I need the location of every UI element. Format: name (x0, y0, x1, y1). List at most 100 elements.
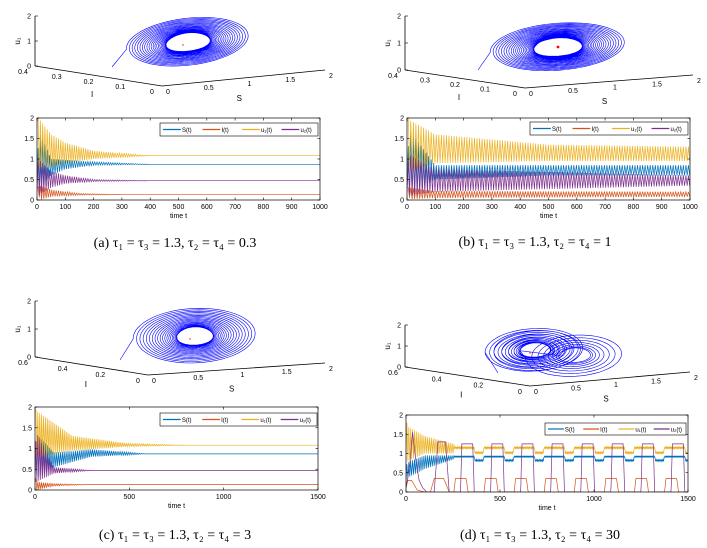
timeseries-a-x-tick-label: 800 (258, 204, 270, 211)
timeseries-d-legend-label-S: S(t) (565, 428, 575, 434)
timeseries-d-y-tick-label: 0.5 (393, 470, 403, 477)
phase-b-s-tick-label: 2 (697, 78, 701, 85)
timeseries-b-x-tick-label: 1000 (682, 204, 698, 211)
phase-a-i-axis (34, 65, 163, 87)
phase-c-s-tick-label: 2 (329, 366, 333, 373)
timeseries-c-legend-label-S: S(t) (182, 418, 192, 424)
timeseries-d-x-tick-label: 1500 (680, 496, 696, 503)
phase-d-equilibrium-point (529, 352, 531, 354)
timeseries-a-y-tick-label: 1.5 (24, 136, 34, 143)
phase-c-s-tick-label: 1.5 (282, 369, 292, 376)
timeseries-b-x-tick-label: 300 (486, 204, 498, 211)
caption-b: (b) τ₁ = τ₃ = 1.3, τ₂ = τ₄ = 1 (458, 235, 612, 250)
timeseries-a-legend-label-u1: u₁(t) (261, 128, 272, 134)
timeseries-a-y-tick-label: 0 (30, 198, 34, 205)
timeseries-a-x-tick-label: 0 (35, 204, 39, 211)
timeseries-c-y-tick-label: 0.5 (22, 467, 32, 474)
timeseries-d-y-tick-label: 1 (399, 451, 403, 458)
timeseries-b-x-tick-label: 700 (599, 204, 611, 211)
phase-a-s-tick-label: 0.5 (204, 85, 214, 92)
phase-b-s-label: S (602, 97, 607, 106)
phase-b-i-tick-label: 0.3 (420, 78, 430, 85)
phase-c-s-tick-label: 1 (241, 372, 245, 379)
phase-c-u1-label: u₁ (13, 325, 22, 332)
phase-a-s-tick-label: 1 (248, 81, 252, 88)
phase-c-equilibrium-point (189, 338, 191, 340)
timeseries-b-legend-label-I: I(t) (591, 127, 598, 133)
timeseries-d-legend-label-I: I(t) (600, 428, 607, 434)
phase-a-i-tick-label: 0.2 (84, 79, 94, 86)
timeseries-c-y-tick-label: 1 (28, 446, 32, 453)
phase-d-s-tick-label: 2 (694, 375, 698, 382)
timeseries-c-x-label: time t (168, 503, 185, 510)
phase-b-u1-tick-label: 1 (397, 41, 401, 48)
timeseries-b-legend-label-u1: u₁(t) (631, 127, 642, 133)
phase-d-i-tick-label: 0.2 (473, 383, 483, 390)
phase-a-s-tick-label: 0 (166, 89, 170, 96)
timeseries-a-x-tick-label: 900 (286, 204, 298, 211)
timeseries-b-x-tick-label: 100 (429, 204, 441, 211)
phase-a-s-tick-label: 1.5 (285, 77, 295, 84)
phase-d-s-label: S (603, 395, 608, 404)
phase-a-s-label: S (237, 94, 242, 103)
phase-d-i-label: I (460, 391, 462, 400)
timeseries-d-x-tick-label: 1000 (586, 496, 602, 503)
timeseries-b-y-tick-label: 0.5 (394, 177, 404, 184)
caption-a: (a) τ₁ = τ₃ = 1.3, τ₂ = τ₄ = 0.3 (93, 236, 257, 251)
timeseries-a-line-I (37, 185, 320, 200)
phase-b-equilibrium-point (556, 45, 560, 49)
phase-d-i-tick-label: 0 (518, 389, 522, 396)
phase-c-s-label: S (229, 385, 234, 394)
phase-a-equilibrium-point (182, 44, 184, 46)
phase-a-i-label: I (91, 90, 93, 99)
phase-b-s-axis (524, 74, 694, 89)
timeseries-a-x-tick-label: 500 (173, 204, 185, 211)
phase-c-i-tick-label: 0 (136, 378, 140, 385)
timeseries-a-y-tick-label: 2 (30, 116, 34, 123)
timeseries-d-line-u2 (406, 432, 688, 492)
timeseries-c-y-tick-label: 2 (28, 405, 32, 412)
phase-b-i-tick-label: 0.2 (450, 82, 460, 89)
phase-d-i-tick-label: 0.6 (388, 370, 398, 377)
phase-b-i-axis (404, 69, 526, 89)
phase-a-s-axis (161, 69, 326, 87)
timeseries-c-line-S (35, 434, 318, 482)
timeseries-b-line-I (407, 187, 690, 200)
timeseries-c-legend-label-u1: u₁(t) (260, 418, 271, 424)
phase-d-s-tick-label: 1.5 (651, 379, 661, 386)
phase-a-s-tick-label: 2 (329, 73, 333, 80)
phase-b-s-tick-label: 1.5 (652, 81, 662, 88)
phase-c-i-tick-label: 0.6 (18, 360, 28, 367)
timeseries-d-y-tick-label: 2 (399, 413, 403, 420)
timeseries-a-line-u2 (37, 160, 320, 196)
timeseries-c-legend-label-u2: u₂(t) (300, 418, 311, 424)
phase-b-s-tick-label: 0.5 (568, 88, 578, 95)
phase-b-i-tick-label: 0 (513, 91, 517, 98)
timeseries-a-x-tick-label: 200 (88, 204, 100, 211)
timeseries-d-legend-box (544, 422, 687, 436)
timeseries-d-legend-label-u2: u₂(t) (671, 428, 682, 434)
phase-d-u1-tick-label: 2 (397, 323, 401, 330)
timeseries-c-y-tick-label: 0 (28, 488, 32, 495)
timeseries-a-legend-box (159, 122, 319, 137)
timeseries-c-x-tick-label: 0 (33, 494, 37, 501)
timeseries-b-x-tick-label: 600 (571, 204, 583, 211)
phase-c-trajectory (119, 307, 256, 364)
timeseries-c-legend-label-I: I(t) (221, 418, 228, 424)
phase-a-i-tick-label: 0.4 (18, 69, 28, 76)
phase-b-i-label: I (458, 93, 460, 102)
phase-a-trajectory (111, 17, 249, 68)
caption-d: (d) τ₁ = τ₃ = 1.3, τ₂ = τ₄ = 30 (460, 528, 620, 543)
timeseries-a-legend-label-I: I(t) (221, 128, 228, 134)
phase-c-i-label: I (85, 380, 87, 389)
timeseries-b-legend-label-u2: u₂(t) (670, 127, 681, 133)
timeseries-d-legend-label-u1: u₁(t) (635, 428, 646, 434)
phase-c-s-axis (147, 362, 326, 376)
timeseries-b-line-u2 (407, 155, 690, 196)
timeseries-d-line-u1 (406, 422, 688, 462)
phase-a-i-tick-label: 0 (150, 89, 154, 96)
timeseries-d-x-label: time t (538, 505, 555, 512)
timeseries-a-x-tick-label: 300 (116, 204, 128, 211)
timeseries-a-y-tick-label: 1 (30, 157, 34, 164)
